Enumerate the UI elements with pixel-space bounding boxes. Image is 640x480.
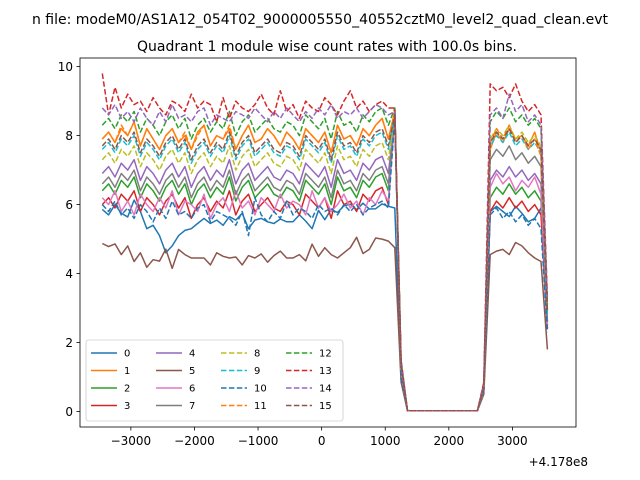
legend-label: 2: [124, 384, 130, 395]
plot-area: −3000 −2000 −1000 0 1000 2000 3000024681001234…: [58, 57, 577, 448]
legend-label: 1: [124, 366, 130, 377]
x-tick-label: 0: [318, 434, 326, 448]
y-tick-label: 2: [65, 336, 73, 350]
legend-label: 7: [189, 401, 195, 412]
series-group: [101, 73, 549, 412]
legend-label: 8: [254, 349, 260, 360]
series-line-15: [101, 114, 549, 412]
legend-label: 11: [254, 401, 267, 412]
legend-label: 14: [319, 384, 332, 395]
chart-title: Quadrant 1 module wise count rates with …: [137, 39, 517, 55]
x-tick-label: −2000: [174, 434, 215, 448]
legend-label: 10: [254, 384, 267, 395]
figure-suptitle: n file: modeM0/AS1A12_054T02_9000005550_…: [32, 12, 609, 28]
legend-label: 4: [189, 349, 195, 360]
legend-label: 5: [189, 366, 195, 377]
axes-frame: [79, 57, 577, 428]
x-tick-label: −3000: [111, 434, 152, 448]
legend-label: 12: [319, 349, 332, 360]
x-tick-label: −1000: [238, 434, 279, 448]
x-tick-label: 3000: [497, 434, 528, 448]
y-tick-label: 6: [65, 198, 73, 212]
y-tick-label: 8: [65, 129, 73, 143]
series-line-8: [101, 114, 549, 412]
x-axis-offset-label: +4.178e8: [529, 455, 588, 469]
y-tick-label: 4: [65, 267, 73, 281]
legend-label: 13: [319, 366, 332, 377]
x-tick-label: 2000: [434, 434, 465, 448]
legend-box: [85, 339, 344, 422]
y-tick-label: 10: [58, 60, 73, 74]
legend-label: 9: [254, 366, 260, 377]
x-tick-label: 1000: [370, 434, 401, 448]
y-tick-label: 0: [65, 405, 73, 419]
legend-label: 0: [124, 349, 130, 360]
legend-label: 6: [189, 384, 195, 395]
legend-label: 15: [319, 401, 332, 412]
legend-label: 3: [124, 401, 130, 412]
